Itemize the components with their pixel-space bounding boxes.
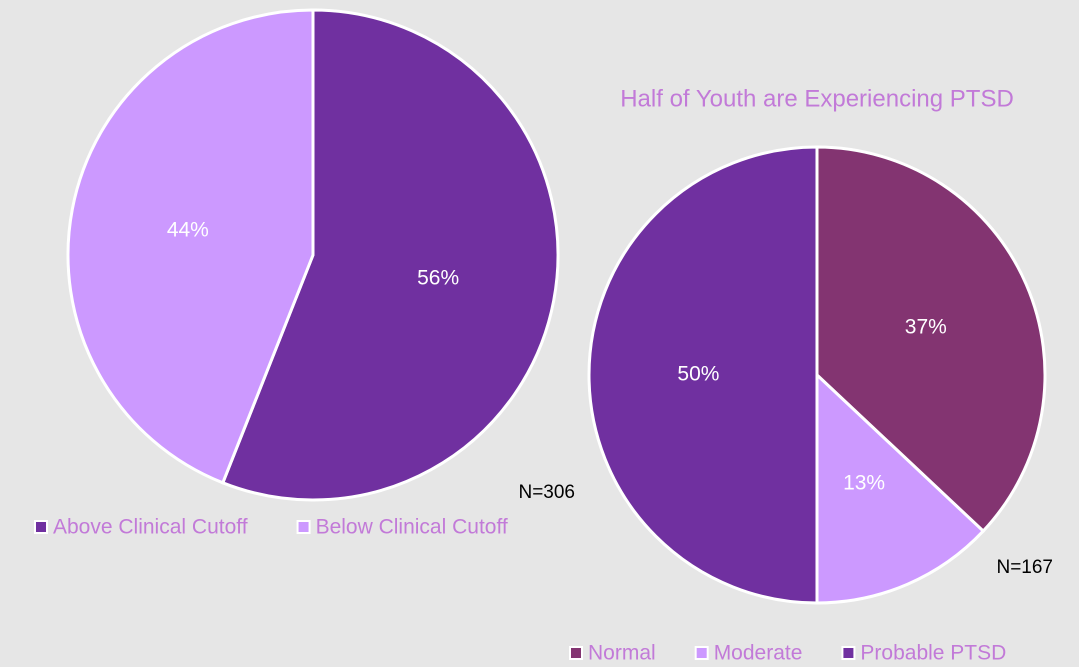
legend-swatch (694, 646, 709, 660)
legend-swatch (569, 646, 583, 660)
pie-slice (815, 371, 986, 605)
annotation: N=306 (518, 482, 575, 503)
pie-slice (66, 8, 315, 485)
pie-slice (587, 145, 819, 605)
legend-label: Normal (588, 642, 656, 665)
slice-label: 13% (843, 471, 885, 494)
legend-label: Moderate (714, 642, 803, 665)
slice-label: 44% (167, 219, 209, 242)
chart-title: Half of Youth are Experiencing PTSD (620, 85, 1014, 112)
pie-slice (220, 8, 560, 502)
legend-swatch (34, 520, 48, 534)
annotation: N=167 (996, 557, 1053, 578)
legend-label: Probable PTSD (860, 642, 1006, 665)
slice-label: 56% (417, 266, 459, 289)
slice-label: 37% (905, 315, 947, 338)
legend-swatch (296, 520, 311, 534)
pie-slice (815, 145, 1047, 534)
legend-label: Below Clinical Cutoff (316, 516, 508, 539)
legend-label: Above Clinical Cutoff (53, 516, 248, 539)
slice-label: 50% (677, 363, 719, 386)
legend-swatch (841, 646, 856, 660)
